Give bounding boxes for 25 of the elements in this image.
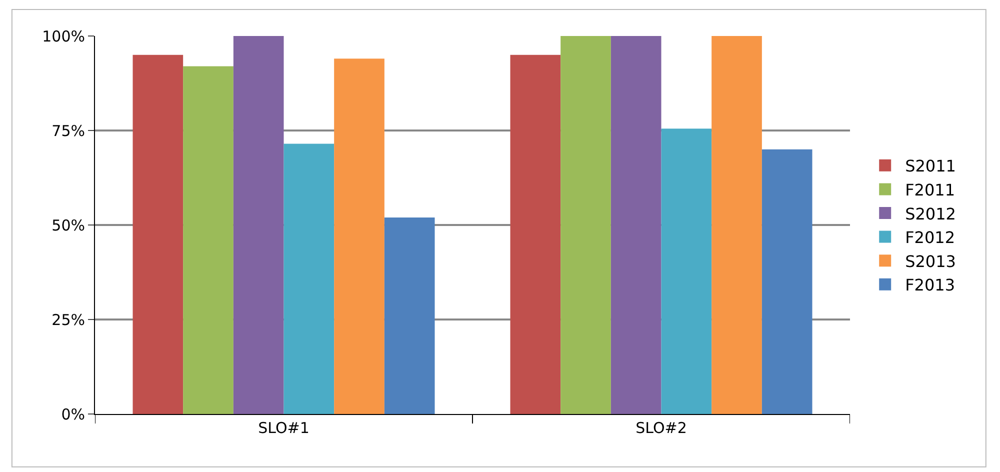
bar: [233, 36, 284, 414]
bar: [712, 36, 762, 414]
legend-label: S2013: [905, 252, 956, 271]
x-tick-label: SLO#1: [258, 419, 310, 437]
bar: [560, 36, 611, 414]
legend-label: S2012: [905, 204, 956, 224]
legend-label: F2012: [905, 228, 956, 248]
y-tick-label: 25%: [52, 310, 85, 329]
bar: [610, 36, 662, 414]
y-tick-label: 0%: [61, 405, 85, 424]
bar: [284, 144, 334, 414]
bar: [510, 54, 561, 414]
legend-label: F2011: [905, 180, 956, 200]
bar: [762, 149, 812, 414]
bar: [183, 66, 234, 414]
x-tick-label: SLO#2: [636, 419, 687, 437]
bar: [334, 58, 384, 414]
y-tick-label: 50%: [52, 216, 85, 234]
y-tick-label: 75%: [52, 122, 85, 140]
legend-label: F2013: [905, 276, 956, 295]
bar: [661, 128, 712, 414]
bar: [384, 217, 435, 414]
y-tick-label: 100%: [42, 27, 85, 46]
bar: [132, 54, 184, 414]
legend-label: S2011: [905, 156, 956, 176]
